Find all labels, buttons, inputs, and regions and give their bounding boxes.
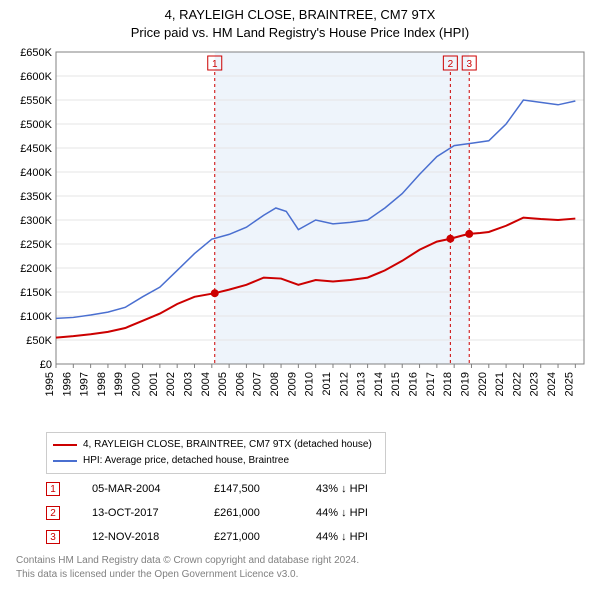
legend-box: 4, RAYLEIGH CLOSE, BRAINTREE, CM7 9TX (d… (46, 432, 386, 474)
sales-row: 1 05-MAR-2004 £147,500 43% ↓ HPI (46, 482, 590, 496)
sales-price: £147,500 (214, 483, 284, 495)
legend-label-property: 4, RAYLEIGH CLOSE, BRAINTREE, CM7 9TX (d… (83, 437, 372, 453)
svg-text:2010: 2010 (304, 372, 316, 396)
svg-text:2000: 2000 (131, 372, 143, 396)
svg-text:£300K: £300K (20, 215, 52, 227)
svg-text:£500K: £500K (20, 119, 52, 131)
legend-swatch-blue (53, 460, 77, 462)
svg-text:£400K: £400K (20, 167, 52, 179)
sales-date: 12-NOV-2018 (92, 531, 182, 543)
footer-attribution: Contains HM Land Registry data © Crown c… (16, 554, 590, 582)
svg-text:£600K: £600K (20, 71, 52, 83)
svg-text:£450K: £450K (20, 143, 52, 155)
svg-text:1996: 1996 (61, 372, 73, 396)
sales-date: 05-MAR-2004 (92, 483, 182, 495)
legend-item-hpi: HPI: Average price, detached house, Brai… (53, 453, 379, 469)
sales-date: 13-OCT-2017 (92, 507, 182, 519)
svg-text:2021: 2021 (494, 372, 506, 396)
svg-text:£200K: £200K (20, 263, 52, 275)
svg-text:1998: 1998 (96, 372, 108, 396)
svg-text:£650K: £650K (20, 47, 52, 59)
chart-plot: £0 £50K £100K £150K £200K £250K £300K £350K £400… (8, 46, 592, 426)
svg-text:2018: 2018 (442, 372, 454, 396)
sales-marker-2: 2 (46, 506, 60, 520)
legend-label-hpi: HPI: Average price, detached house, Brai… (83, 453, 289, 469)
svg-text:2001: 2001 (148, 372, 160, 396)
svg-text:1995: 1995 (44, 372, 56, 396)
svg-text:2023: 2023 (529, 372, 541, 396)
svg-text:£350K: £350K (20, 191, 52, 203)
svg-text:2014: 2014 (373, 372, 385, 396)
sales-row: 2 13-OCT-2017 £261,000 44% ↓ HPI (46, 506, 590, 520)
svg-text:2005: 2005 (217, 372, 229, 396)
svg-text:2: 2 (448, 59, 454, 70)
svg-text:1: 1 (212, 59, 218, 70)
sales-price: £271,000 (214, 531, 284, 543)
svg-text:£150K: £150K (20, 287, 52, 299)
svg-text:2011: 2011 (321, 372, 333, 396)
svg-text:2007: 2007 (252, 372, 264, 396)
svg-text:£550K: £550K (20, 95, 52, 107)
title-address: 4, RAYLEIGH CLOSE, BRAINTREE, CM7 9TX (8, 6, 592, 24)
svg-text:2006: 2006 (234, 372, 246, 396)
sales-diff: 43% ↓ HPI (316, 483, 406, 495)
svg-text:2024: 2024 (546, 372, 558, 396)
svg-text:£250K: £250K (20, 239, 52, 251)
svg-text:2025: 2025 (563, 372, 575, 396)
svg-text:£100K: £100K (20, 311, 52, 323)
legend-item-property: 4, RAYLEIGH CLOSE, BRAINTREE, CM7 9TX (d… (53, 437, 379, 453)
svg-text:£0: £0 (40, 359, 52, 371)
svg-text:1997: 1997 (79, 372, 91, 396)
sales-marker-1: 1 (46, 482, 60, 496)
svg-text:2019: 2019 (459, 372, 471, 396)
title-subtitle: Price paid vs. HM Land Registry's House … (8, 24, 592, 42)
svg-text:1999: 1999 (113, 372, 125, 396)
svg-text:£50K: £50K (26, 335, 52, 347)
svg-text:2017: 2017 (425, 372, 437, 396)
sales-diff: 44% ↓ HPI (316, 507, 406, 519)
sales-table: 1 05-MAR-2004 £147,500 43% ↓ HPI 2 13-OC… (46, 482, 590, 544)
legend-swatch-red (53, 444, 77, 446)
chart-title: 4, RAYLEIGH CLOSE, BRAINTREE, CM7 9TX Pr… (8, 6, 592, 42)
svg-text:2016: 2016 (408, 372, 420, 396)
sales-diff: 44% ↓ HPI (316, 531, 406, 543)
svg-text:2013: 2013 (356, 372, 368, 396)
svg-text:2015: 2015 (390, 372, 402, 396)
svg-text:2004: 2004 (200, 372, 212, 396)
svg-text:2022: 2022 (511, 372, 523, 396)
svg-text:3: 3 (466, 59, 472, 70)
svg-text:2002: 2002 (165, 372, 177, 396)
svg-text:2008: 2008 (269, 372, 281, 396)
footer-line2: This data is licensed under the Open Gov… (16, 568, 590, 582)
sales-marker-3: 3 (46, 530, 60, 544)
sales-price: £261,000 (214, 507, 284, 519)
svg-text:2009: 2009 (286, 372, 298, 396)
chart-svg: £0 £50K £100K £150K £200K £250K £300K £350K £400… (8, 46, 592, 426)
svg-text:2020: 2020 (477, 372, 489, 396)
footer-line1: Contains HM Land Registry data © Crown c… (16, 554, 590, 568)
svg-text:2003: 2003 (182, 372, 194, 396)
sales-row: 3 12-NOV-2018 £271,000 44% ↓ HPI (46, 530, 590, 544)
svg-text:2012: 2012 (338, 372, 350, 396)
chart-container: 4, RAYLEIGH CLOSE, BRAINTREE, CM7 9TX Pr… (0, 0, 600, 586)
